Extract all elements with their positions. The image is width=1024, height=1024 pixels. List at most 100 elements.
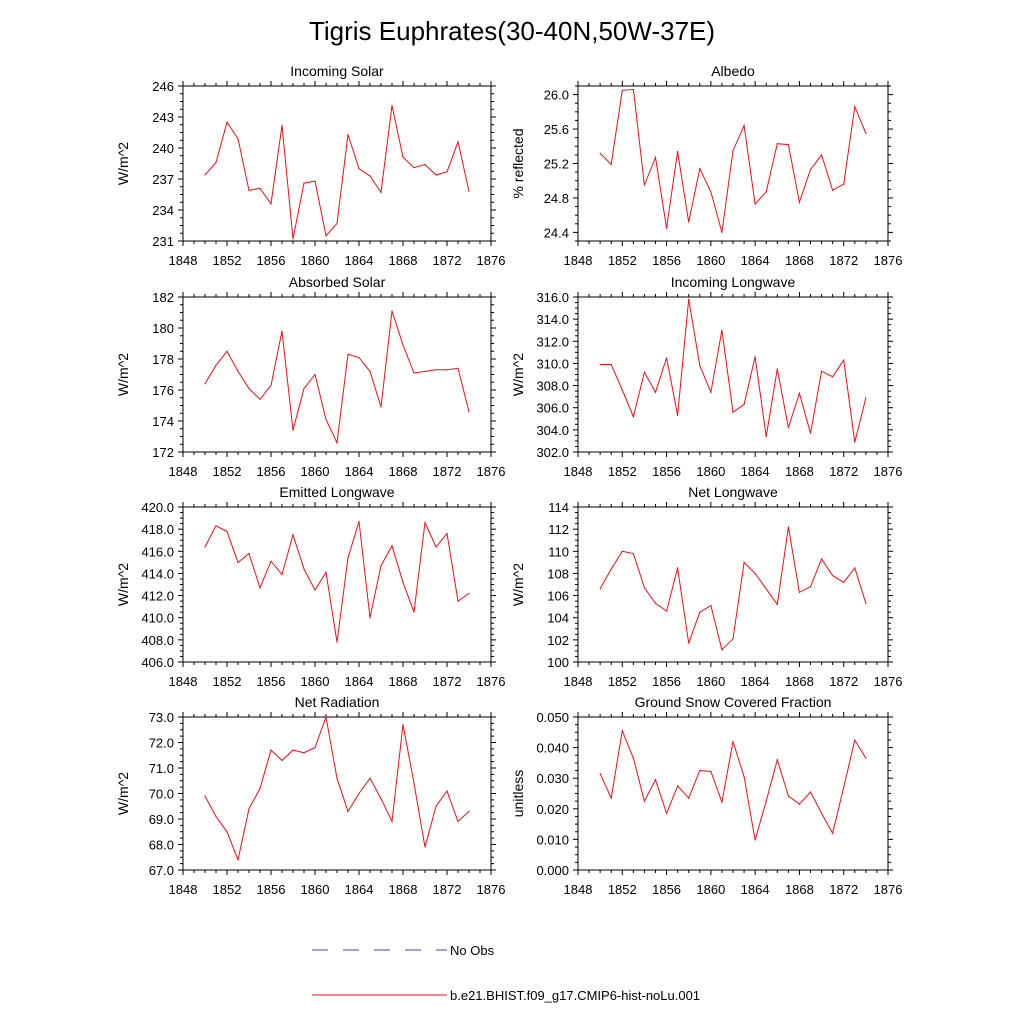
data-point [710, 191, 712, 193]
data-point [721, 801, 723, 803]
data-point [721, 649, 723, 651]
y-tick-label: 110 [548, 544, 569, 559]
data-point [787, 427, 789, 429]
x-tick-label: 1868 [389, 882, 418, 897]
y-tick-label: 178 [152, 352, 174, 367]
data-point [688, 221, 690, 223]
y-tick-label: 24.8 [544, 191, 569, 206]
data-point [413, 611, 415, 613]
y-tick-label: 0.010 [536, 832, 569, 847]
data-point [743, 561, 745, 563]
x-tick-label: 1872 [829, 253, 858, 268]
data-point [336, 641, 338, 643]
data-point [621, 89, 623, 91]
data-point [865, 757, 867, 759]
data-point [215, 364, 217, 366]
data-point [599, 152, 601, 154]
data-point [677, 414, 679, 417]
data-point [754, 356, 756, 358]
legend: No Obs b.e21.BHIST.f09_g17.CMIP6-hist-no… [312, 943, 700, 1003]
data-point [259, 587, 261, 589]
data-point [369, 617, 371, 619]
data-point [424, 163, 426, 166]
data-point [226, 530, 228, 532]
x-tick-label: 1856 [652, 464, 681, 479]
x-tick-label: 1876 [477, 464, 506, 479]
data-point [820, 370, 823, 372]
data-point [292, 429, 294, 431]
data-point [765, 588, 767, 590]
data-point [599, 588, 601, 590]
y-tick-label: 0.000 [536, 863, 569, 878]
data-point [754, 203, 756, 205]
data-point [787, 526, 789, 528]
data-point [446, 369, 448, 371]
x-tick-label: 1860 [301, 882, 330, 897]
y-tick-label: 308.0 [536, 379, 569, 394]
data-point [402, 581, 404, 583]
x-tick-label: 1848 [169, 253, 198, 268]
data-point [226, 831, 228, 833]
data-point [391, 310, 393, 312]
y-tick-label: 234 [152, 203, 174, 218]
x-tick-label: 1856 [652, 674, 681, 689]
x-tick-label: 1876 [874, 882, 903, 897]
y-tick-label: 312.0 [536, 334, 569, 349]
data-point [665, 610, 668, 612]
data-point [215, 815, 217, 818]
y-tick-label: 104 [547, 611, 569, 626]
data-point [402, 156, 404, 158]
data-point [314, 589, 316, 591]
data-point [435, 369, 437, 371]
data-point [270, 749, 272, 751]
legend-label-obs: No Obs [450, 943, 495, 958]
data-point [457, 600, 459, 602]
panel-title: Incoming Longwave [671, 274, 796, 290]
data-point [765, 191, 767, 193]
data-point [303, 568, 305, 570]
data-point [610, 363, 612, 366]
data-point [413, 782, 415, 784]
data-point [325, 235, 327, 237]
data-point [369, 370, 371, 372]
y-tick-label: 69.0 [149, 812, 174, 827]
data-point [677, 150, 679, 153]
y-axis-label: % reflected [510, 128, 526, 198]
x-tick-label: 1856 [257, 882, 286, 897]
data-point [843, 786, 845, 788]
series-line [600, 299, 867, 443]
data-point [677, 785, 679, 787]
x-tick-label: 1876 [477, 882, 506, 897]
data-point [809, 586, 812, 588]
data-point [391, 105, 393, 107]
data-point [688, 298, 690, 300]
data-point [259, 787, 261, 790]
x-tick-label: 1860 [696, 882, 725, 897]
data-point [832, 189, 834, 191]
data-point [843, 359, 845, 361]
x-tick-label: 1852 [213, 674, 242, 689]
x-tick-label: 1848 [169, 882, 198, 897]
x-tick-label: 1860 [696, 253, 725, 268]
x-tick-label: 1864 [741, 674, 770, 689]
data-point [314, 180, 316, 182]
x-tick-label: 1864 [741, 882, 770, 897]
chart-panel: Absorbed Solar W/m^2 1848 1852 1856 1860 1864 1… [115, 274, 505, 479]
data-point [599, 363, 601, 366]
y-tick-label: 73.0 [149, 710, 174, 725]
data-point [358, 792, 360, 795]
data-point [325, 418, 327, 421]
data-point [215, 161, 217, 164]
data-point [402, 724, 404, 726]
y-tick-label: 0.030 [536, 771, 569, 786]
data-point [248, 552, 250, 555]
chart-panel: Incoming Longwave W/m^2 1848 1852 1856 1860 18… [510, 274, 902, 479]
data-point [226, 121, 228, 123]
data-point [457, 820, 459, 823]
y-axis-label: W/m^2 [115, 772, 131, 815]
data-point [446, 532, 448, 535]
data-point [369, 175, 371, 177]
data-point [699, 769, 701, 772]
x-tick-label: 1852 [213, 882, 242, 897]
data-point [402, 344, 404, 346]
